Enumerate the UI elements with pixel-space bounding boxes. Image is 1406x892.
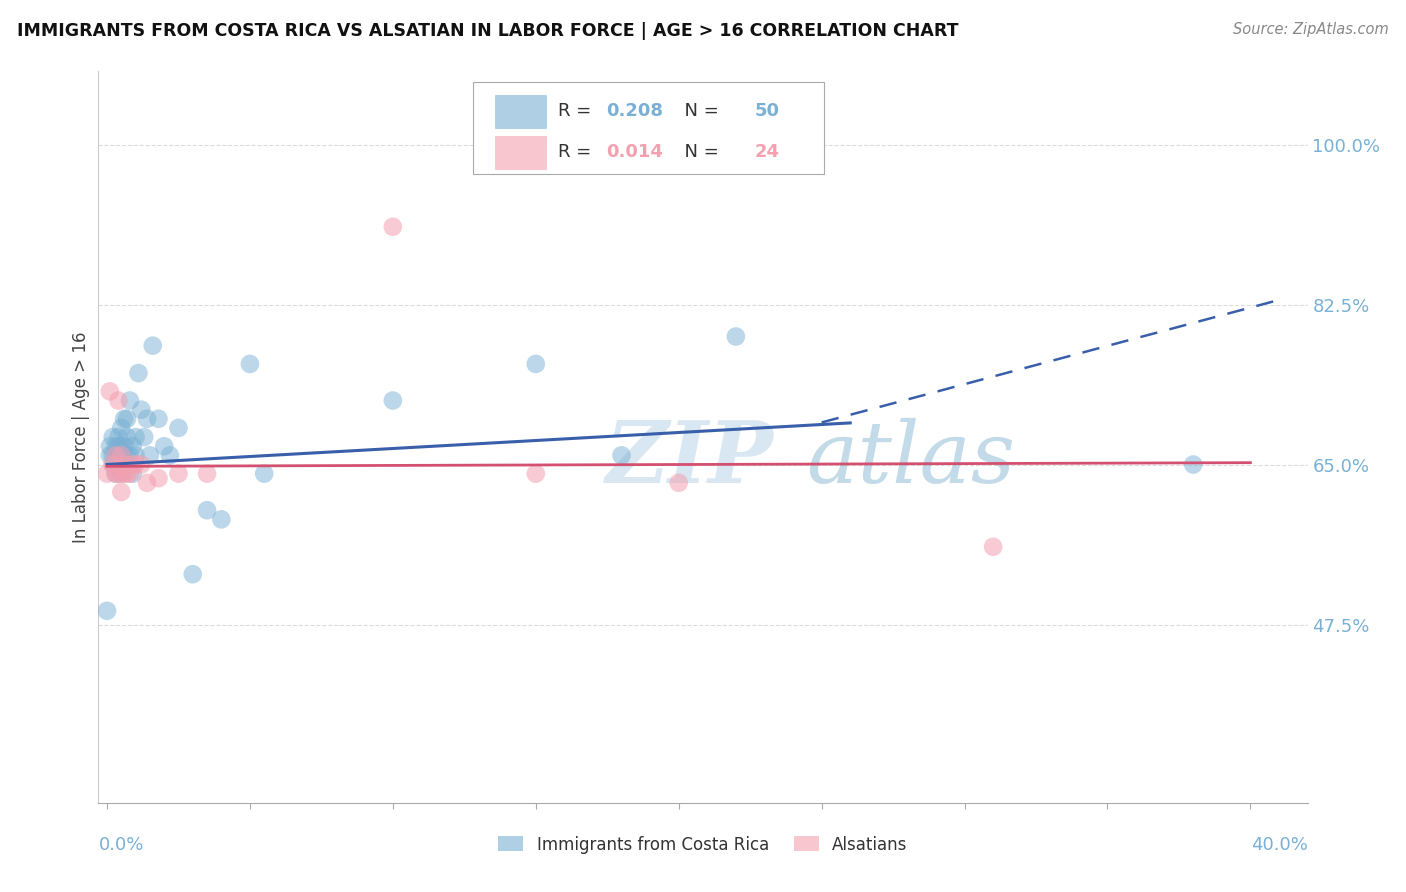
Point (110, 467, 132, 481)
Text: 0.208: 0.208 (606, 102, 664, 120)
Text: 24: 24 (755, 143, 780, 161)
Legend: Immigrants from Costa Rica, Alsatians: Immigrants from Costa Rica, Alsatians (492, 829, 914, 860)
Text: R =: R = (558, 102, 598, 120)
Point (107, 448, 129, 462)
Point (121, 467, 143, 481)
Point (110, 421, 132, 435)
Point (981, 540, 1004, 554)
Point (115, 430, 138, 444)
Point (127, 366, 149, 380)
Point (104, 448, 127, 462)
Text: R =: R = (558, 143, 598, 161)
FancyBboxPatch shape (495, 95, 546, 128)
Point (121, 458, 143, 472)
Point (167, 421, 190, 435)
Text: 50: 50 (755, 102, 780, 120)
Point (101, 458, 124, 472)
FancyBboxPatch shape (495, 136, 546, 169)
Point (381, 219, 404, 234)
Point (112, 458, 135, 472)
Point (124, 448, 146, 462)
Point (115, 412, 138, 426)
Point (153, 439, 176, 453)
Point (98, 448, 121, 462)
Point (110, 485, 132, 500)
Text: IMMIGRANTS FROM COSTA RICA VS ALSATIAN IN LABOR FORCE | AGE > 16 CORRELATION CHA: IMMIGRANTS FROM COSTA RICA VS ALSATIAN I… (17, 22, 959, 40)
Point (104, 439, 127, 453)
Point (136, 475, 159, 490)
Text: 40.0%: 40.0% (1251, 836, 1308, 854)
Point (98, 384, 121, 399)
Point (107, 393, 129, 408)
Point (101, 458, 124, 472)
Point (524, 467, 547, 481)
Point (104, 448, 127, 462)
Point (524, 357, 547, 371)
Point (118, 393, 141, 408)
Point (118, 467, 141, 481)
Point (107, 458, 129, 472)
Point (129, 458, 152, 472)
Point (107, 430, 129, 444)
Point (96, 467, 118, 481)
Point (124, 458, 146, 472)
Point (134, 430, 156, 444)
Point (209, 512, 232, 526)
Point (1182, 458, 1205, 472)
Point (159, 448, 181, 462)
Text: Source: ZipAtlas.com: Source: ZipAtlas.com (1233, 22, 1389, 37)
Text: ZIP: ZIP (606, 417, 775, 500)
Point (104, 467, 127, 481)
Point (112, 458, 135, 472)
Point (104, 467, 127, 481)
Point (139, 448, 162, 462)
Text: N =: N = (672, 143, 724, 161)
Point (195, 467, 218, 481)
Text: 0.014: 0.014 (606, 143, 664, 161)
Point (129, 402, 152, 417)
Point (110, 448, 132, 462)
FancyBboxPatch shape (474, 82, 824, 174)
Text: 0.0%: 0.0% (98, 836, 143, 854)
Point (195, 503, 218, 517)
Point (96, 604, 118, 618)
Point (121, 439, 143, 453)
Point (118, 448, 141, 462)
Point (112, 467, 135, 481)
Text: N =: N = (672, 102, 724, 120)
Point (98, 439, 121, 453)
Point (136, 412, 159, 426)
Point (107, 467, 129, 481)
Point (110, 448, 132, 462)
Point (112, 412, 135, 426)
Point (110, 439, 132, 453)
Point (101, 448, 124, 462)
Point (181, 567, 204, 582)
Point (253, 467, 276, 481)
Point (142, 338, 165, 352)
Point (115, 467, 138, 481)
Point (724, 329, 747, 343)
Point (610, 448, 633, 462)
Point (118, 458, 141, 472)
Point (239, 357, 262, 371)
Point (148, 471, 170, 485)
Point (101, 430, 124, 444)
Point (148, 412, 170, 426)
Point (124, 430, 146, 444)
Point (381, 393, 404, 408)
Point (115, 448, 138, 462)
Point (112, 439, 135, 453)
Point (668, 475, 690, 490)
Text: atlas: atlas (806, 417, 1015, 500)
Point (167, 467, 190, 481)
Y-axis label: In Labor Force | Age > 16: In Labor Force | Age > 16 (72, 331, 90, 543)
Point (107, 439, 129, 453)
